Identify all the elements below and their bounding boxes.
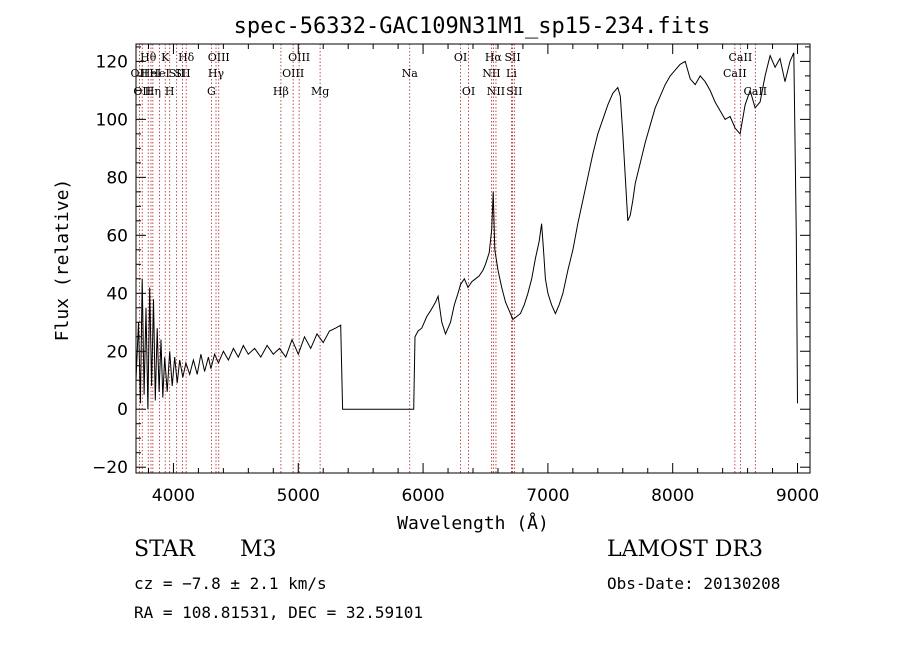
redshift-cz: cz = −7.8 ± 2.1 km/s [134,574,327,593]
line-label-6: K [161,51,170,64]
spectrum-series [135,52,798,410]
x-axis-ticks: 4000 5000 6000 7000 8000 9000 [147,44,819,506]
line-label-29: CaII [743,85,767,98]
y-tick-label: 80 [106,168,128,188]
y-tick-label: 100 [96,110,128,130]
line-label-8: SII [169,67,185,80]
y-tick-label: 0 [117,400,128,420]
line-label-7: H [165,85,175,98]
line-label-15: OIII [282,67,304,80]
line-label-27: CaII [723,67,747,80]
line-label-9: SII [174,67,190,80]
line-label-20: OI [462,85,475,98]
y-tick-label: 120 [96,52,128,72]
spectral-line-markers [138,44,756,473]
line-label-24: Li [506,67,517,80]
line-label-10: Hδ [178,51,195,64]
x-tick-label: 6000 [401,486,444,506]
line-label-1: OII [133,85,151,98]
spectral-line-labels: OIIOIIHθHeIHηHeIKHSIISIIHδGHγOIIIHβOIIIO… [131,51,768,98]
x-tick-label: 9000 [776,486,819,506]
x-tick-label: 8000 [651,486,694,506]
line-label-22: Hα [485,51,503,64]
line-label-4: Hη [145,85,161,98]
line-label-16: OIII [288,51,310,64]
line-label-17: Mg [311,85,329,98]
line-label-3: HeI [141,67,161,80]
line-label-13: OIII [208,51,230,64]
line-label-19: OI [454,51,467,64]
line-label-18: Na [402,67,419,80]
x-tick-label: 5000 [277,486,320,506]
y-tick-label: 20 [106,342,128,362]
plot-frame [135,43,811,474]
line-label-0: OII [131,67,149,80]
y-tick-label: 40 [106,284,128,304]
spectrum-line-flux [135,52,798,410]
y-axis-ticks: −20 0 20 40 60 80 100 120 [92,46,810,478]
line-label-11: G [207,85,216,98]
y-tick-label: −20 [92,458,128,478]
line-label-14: Hβ [273,85,289,98]
line-label-21: NII [482,67,500,80]
line-label-28: CaII [729,51,753,64]
survey-name: LAMOST DR3 [607,537,763,562]
line-label-2: Hθ [140,51,157,64]
y-tick-label: 60 [106,226,128,246]
x-axis-label: Wavelength (Å) [397,512,549,534]
chart-title: spec-56332-GAC109N31M1_sp15-234.fits [234,14,711,39]
y-axis-label: Flux (relative) [52,179,73,342]
line-label-12: Hγ [208,67,225,80]
x-tick-label: 4000 [152,486,195,506]
x-tick-label: 7000 [526,486,569,506]
line-label-26: SII [506,85,522,98]
line-label-25: SII [504,51,520,64]
object-subclass: M3 [240,537,277,562]
line-label-23: NII [487,85,505,98]
coordinates: RA = 108.81531, DEC = 32.59101 [134,603,423,622]
observation-date: Obs-Date: 20130208 [607,574,781,593]
object-type: STAR [134,537,195,562]
line-label-5: HeI [149,67,169,80]
